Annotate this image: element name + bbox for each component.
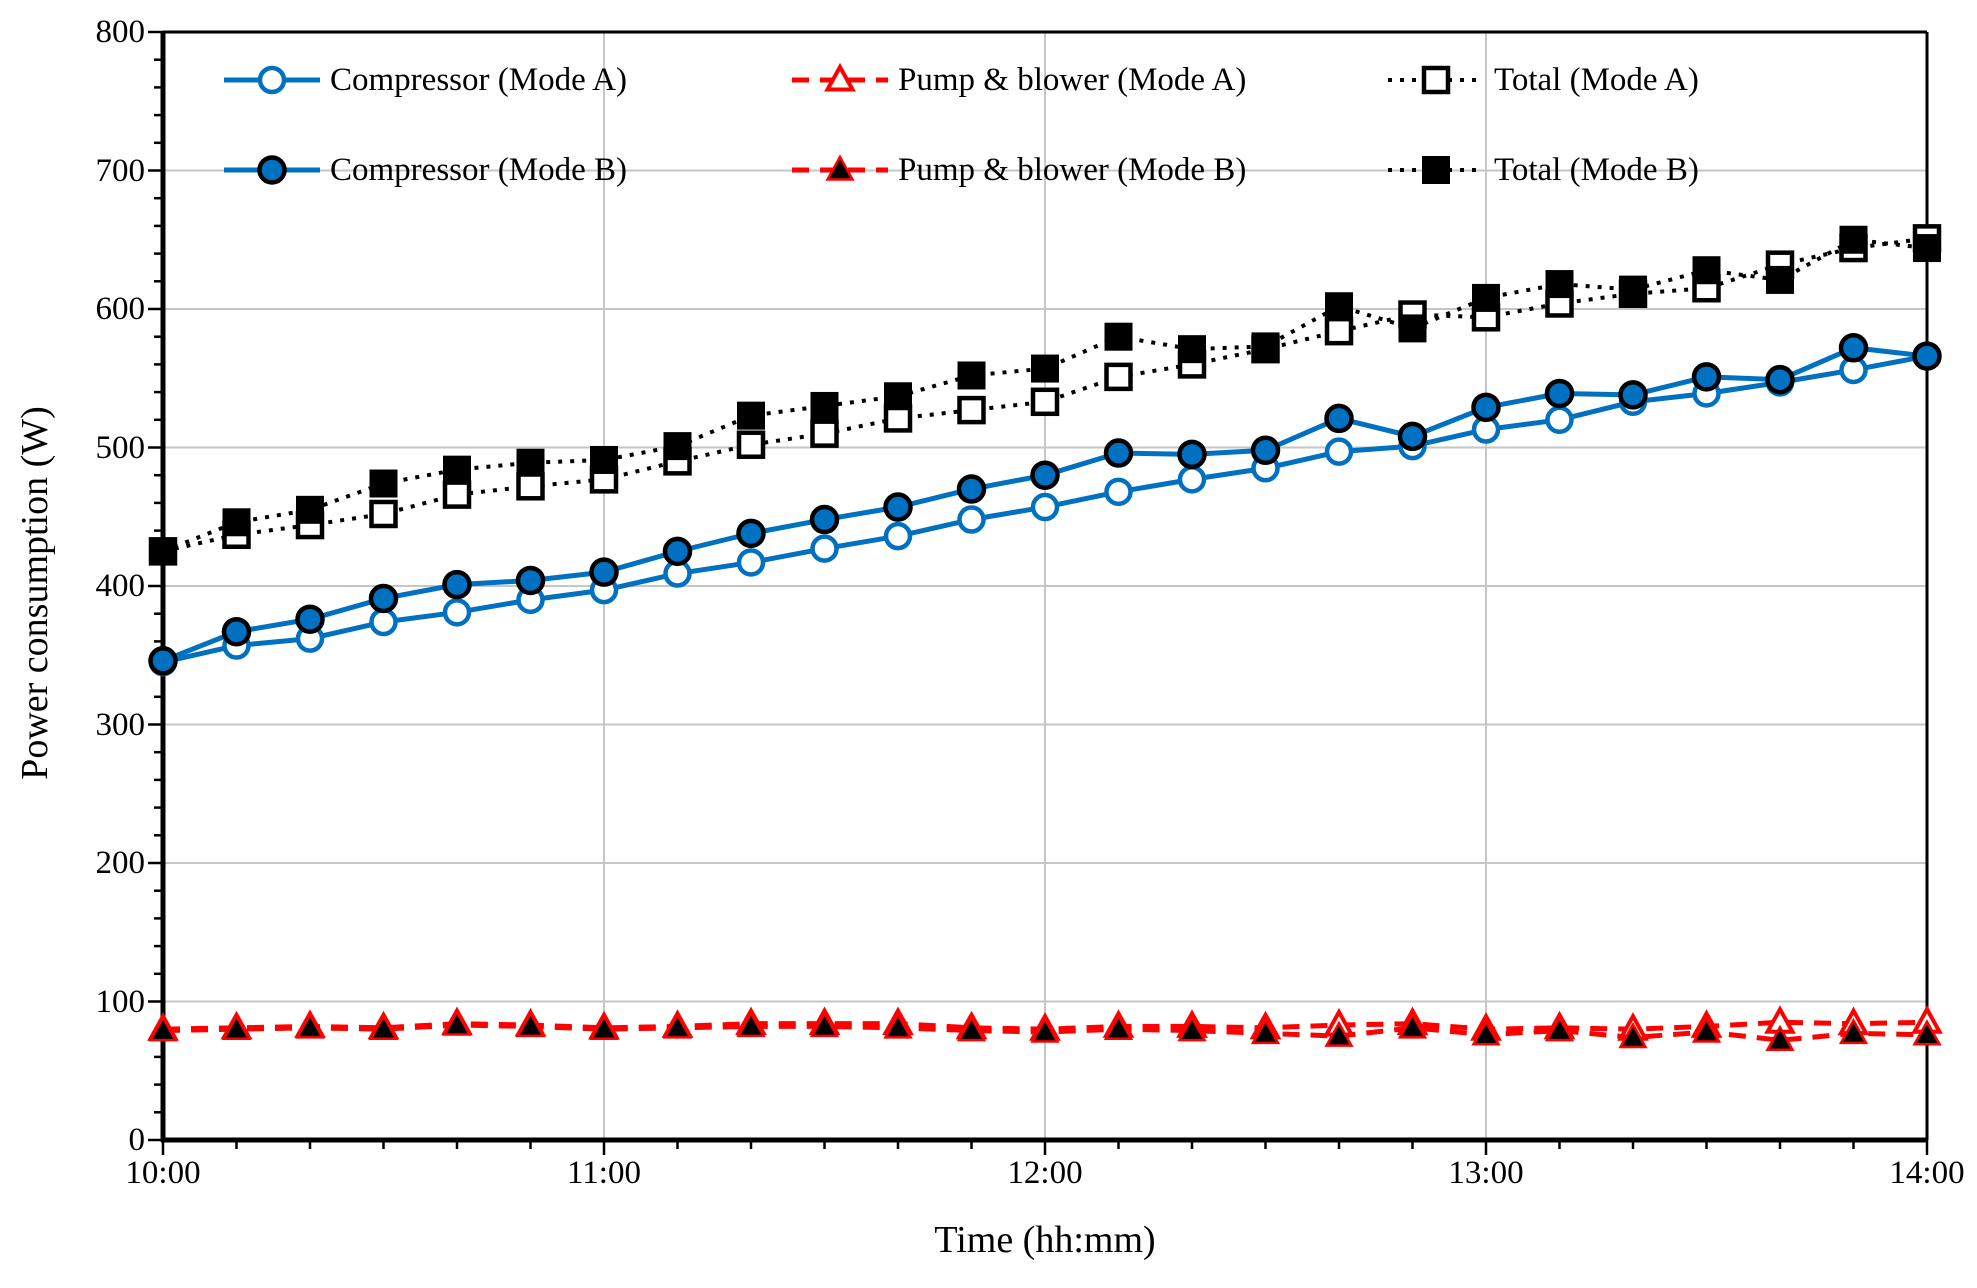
legend-marker-pump-blower-mode-b: [792, 154, 888, 181]
y-tick-label: 400: [95, 568, 146, 604]
legend-label: Compressor (Mode B): [330, 151, 627, 188]
y-tick-label: 500: [95, 429, 146, 466]
y-tick-label: 700: [95, 152, 146, 189]
legend-item-pump-blower-mode-b: Pump & blower (Mode B): [790, 150, 1246, 190]
axes: [148, 30, 1929, 1155]
y-tick-label: 800: [95, 14, 146, 50]
legend-marker-compressor-mode-b: [224, 155, 320, 185]
legend-marker-total-mode-b: [1388, 156, 1484, 184]
y-axis-title: Power consumption (W): [14, 406, 56, 780]
legend-label: Pump & blower (Mode B): [898, 151, 1247, 188]
y-tick-label: 0: [128, 1122, 146, 1158]
y-tick-label: 100: [95, 983, 146, 1020]
x-tick-label: 10:00: [125, 1155, 201, 1191]
x-tick-label: 12:00: [1007, 1155, 1083, 1191]
x-tick-label: 14:00: [1889, 1155, 1965, 1191]
legend-marker-compressor-mode-a: [224, 65, 320, 95]
legend-item-compressor-mode-a: Compressor (Mode A): [222, 60, 627, 100]
legend-label: Total (Mode B): [1494, 151, 1699, 188]
y-tick-label: 600: [95, 291, 146, 327]
legend-label: Total (Mode A): [1494, 61, 1699, 98]
series-pump-blower-mode-b: [148, 1009, 1942, 1052]
y-axis-title-wrap: Power consumption (W): [13, 308, 59, 878]
y-tick-label: 200: [95, 845, 146, 881]
legend-item-compressor-mode-b: Compressor (Mode B): [222, 150, 627, 190]
legend-item-pump-blower-mode-a: Pump & blower (Mode A): [790, 60, 1246, 100]
legend-marker-pump-blower-mode-a: [792, 62, 888, 92]
legend-item-total-mode-b: Total (Mode B): [1386, 150, 1699, 190]
y-tick-label: 300: [95, 706, 146, 743]
series-compressor-mode-b: [148, 333, 1942, 676]
x-axis-title: Time (hh:mm): [934, 1219, 1156, 1261]
plot-border: [163, 30, 1929, 1140]
chart-legend: Compressor (Mode A) Pump & blower (Mode A…: [0, 0, 1977, 220]
legend-label: Pump & blower (Mode A): [898, 61, 1247, 98]
legend-marker-total-mode-a: [1388, 65, 1484, 95]
x-tick-label: 11:00: [567, 1155, 641, 1191]
legend-item-total-mode-a: Total (Mode A): [1386, 60, 1699, 100]
legend-label: Compressor (Mode A): [330, 61, 627, 98]
series-total-mode-b: [149, 225, 1941, 566]
x-tick-label: 13:00: [1448, 1155, 1524, 1191]
